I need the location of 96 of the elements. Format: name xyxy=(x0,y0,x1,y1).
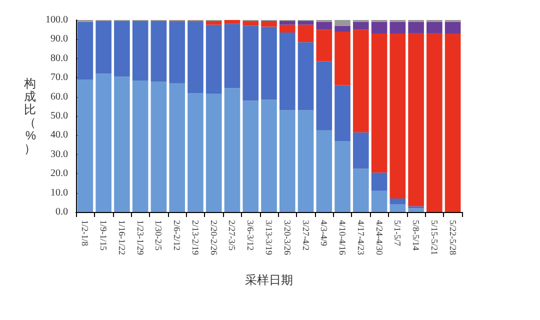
bar xyxy=(316,30,332,62)
bar xyxy=(114,20,130,77)
bar xyxy=(224,88,240,212)
bar xyxy=(150,20,167,82)
bar xyxy=(371,190,388,212)
bar xyxy=(206,94,222,212)
x-tick-label: 3/6-3/12 xyxy=(246,220,256,250)
x-tick-label: 1/9-1/15 xyxy=(98,220,109,251)
bar xyxy=(242,20,259,26)
bar xyxy=(408,208,424,212)
x-tick-label: 4/10-4/16 xyxy=(338,220,348,256)
bar xyxy=(96,74,112,212)
bar xyxy=(334,20,350,26)
bar xyxy=(261,26,277,100)
bar xyxy=(390,204,406,212)
bar xyxy=(353,30,369,132)
bar xyxy=(316,22,332,30)
bar xyxy=(334,32,350,86)
x-tick-label: 5/1-5/7 xyxy=(392,220,403,246)
bar xyxy=(206,24,222,94)
y-axis-title: 构成比（%） xyxy=(23,76,36,156)
y-tick-label: 90.0 xyxy=(50,34,68,45)
bar xyxy=(96,20,112,74)
bar xyxy=(353,168,369,212)
bar xyxy=(261,100,277,212)
bar xyxy=(279,24,296,32)
bar xyxy=(298,24,314,42)
y-tick-label: 20.0 xyxy=(50,168,68,180)
x-tick-label: 1/30-2/5 xyxy=(154,220,164,251)
y-tick-label: 50.0 xyxy=(50,110,68,122)
bar xyxy=(426,33,442,212)
y-tick-label: 80.0 xyxy=(50,52,68,64)
bar xyxy=(114,76,130,212)
y-tick-label: 40.0 xyxy=(50,130,68,141)
y-tick-label: 70.0 xyxy=(50,72,68,84)
x-tick-label: 5/8-5/14 xyxy=(411,220,422,251)
x-tick-label: 5/15-5/21 xyxy=(429,220,440,255)
x-axis-title: 采样日期 xyxy=(245,273,293,287)
bar xyxy=(261,22,277,27)
bar xyxy=(77,22,94,80)
bar xyxy=(408,33,424,206)
bar xyxy=(279,110,296,212)
bar xyxy=(298,20,314,25)
bar xyxy=(242,100,259,212)
bar xyxy=(132,80,148,212)
bar xyxy=(169,22,185,84)
x-tick-label: 1/2-1/8 xyxy=(80,220,90,246)
x-tick-label: 4/24-4/30 xyxy=(374,220,384,256)
x-tick-label: 4/17-4/23 xyxy=(356,220,366,256)
x-tick-label: 3/20-3/26 xyxy=(282,220,292,256)
bar xyxy=(188,22,204,93)
bar xyxy=(206,20,222,25)
bar xyxy=(188,92,204,212)
x-tick-label: 2/27-3/5 xyxy=(227,220,238,251)
x-tick-label: 3/13-3/19 xyxy=(264,220,274,256)
bar xyxy=(444,22,461,34)
x-tick-label: 5/22-5/28 xyxy=(448,220,458,256)
y-tick-label: 60.0 xyxy=(50,91,68,102)
bar xyxy=(334,140,350,212)
bar xyxy=(444,33,461,212)
bar xyxy=(77,80,94,212)
bar xyxy=(224,24,240,88)
bar xyxy=(371,33,388,173)
bar xyxy=(390,22,406,34)
bar xyxy=(371,22,388,34)
x-tick-label: 2/13-2/19 xyxy=(190,220,200,256)
bar xyxy=(316,130,332,212)
bar xyxy=(224,20,240,24)
x-tick-label: 2/6-2/12 xyxy=(172,220,182,250)
y-tick-label: 30.0 xyxy=(50,148,68,160)
y-tick-label: 0.0 xyxy=(56,206,68,218)
bar xyxy=(242,26,259,101)
bar xyxy=(371,172,388,191)
bar xyxy=(334,26,350,32)
y-tick-label: 100.0 xyxy=(46,14,68,26)
bar xyxy=(298,110,314,212)
bar xyxy=(150,81,167,212)
x-tick-label: 4/3-4/9 xyxy=(319,220,330,246)
bar xyxy=(279,32,296,110)
bar xyxy=(353,22,369,30)
x-tick-label: 1/23-1/29 xyxy=(135,220,146,256)
bar xyxy=(316,61,332,130)
x-tick-label: 3/27-4/2 xyxy=(300,220,311,250)
bar xyxy=(408,22,424,34)
bar xyxy=(353,132,369,169)
bar xyxy=(334,85,350,141)
bar xyxy=(390,33,406,199)
bar xyxy=(390,198,406,204)
x-tick-label: 2/20-2/26 xyxy=(208,220,219,256)
y-tick-label: 10.0 xyxy=(50,187,68,198)
bar xyxy=(426,22,442,34)
bar xyxy=(169,83,185,212)
bar xyxy=(279,20,296,25)
bar xyxy=(298,42,314,110)
bar xyxy=(132,20,148,80)
x-tick-label: 1/16-1/22 xyxy=(116,220,127,255)
